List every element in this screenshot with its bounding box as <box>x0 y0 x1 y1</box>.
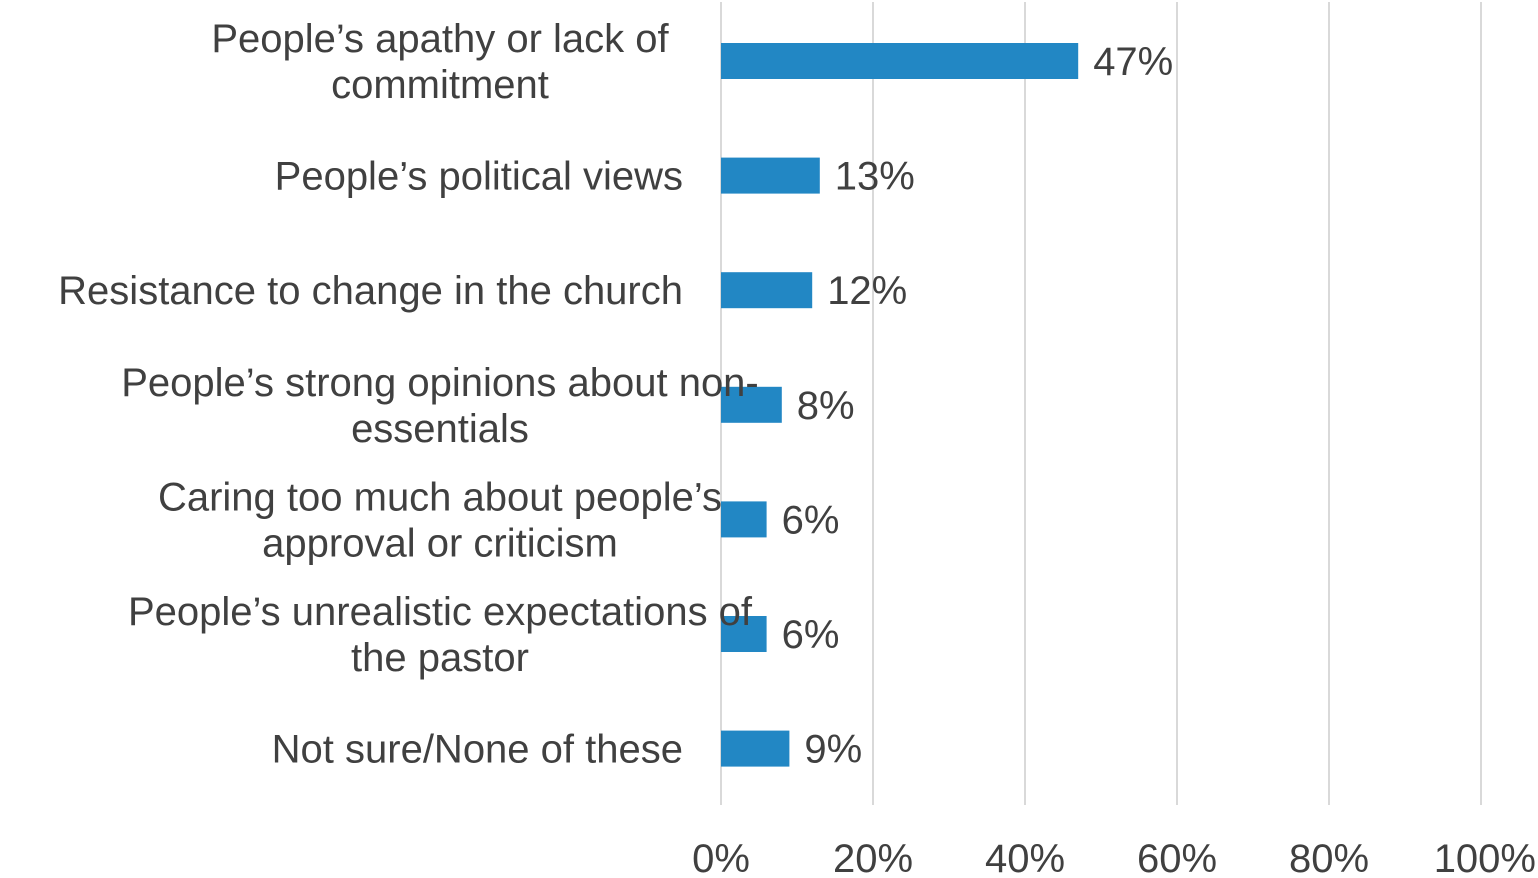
x-tick-label: 40% <box>985 837 1065 878</box>
x-tick-label: 20% <box>833 837 913 878</box>
data-label: 9% <box>804 728 862 772</box>
x-tick-label: 80% <box>1289 837 1369 878</box>
gridlines <box>720 2 1482 805</box>
x-axis-tick-labels: 0% 20% 40% 60% 80% 100% <box>692 837 1536 878</box>
x-tick-label: 0% <box>692 837 750 878</box>
category-label: People’s unrealistic expectations of <box>128 590 753 634</box>
bar <box>721 43 1079 79</box>
category-label: Caring too much about people’s <box>158 475 722 519</box>
bar <box>721 616 767 652</box>
category-label: Resistance to change in the church <box>58 269 683 313</box>
category-label: People’s apathy or lack of <box>211 17 669 61</box>
x-tick-label: 100% <box>1434 837 1536 878</box>
bar <box>721 501 767 538</box>
category-label: People’s strong opinions about non- <box>121 361 759 405</box>
bar <box>721 730 790 767</box>
category-label: the pastor <box>351 636 529 680</box>
data-label: 47% <box>1093 40 1173 84</box>
category-label: approval or criticism <box>262 521 618 565</box>
category-label: People’s political views <box>275 155 683 199</box>
data-label: 13% <box>835 155 915 199</box>
data-label: 6% <box>782 498 840 542</box>
category-label: Not sure/None of these <box>272 728 683 772</box>
bar <box>721 272 813 309</box>
bar <box>721 386 782 423</box>
x-tick-label: 60% <box>1137 837 1217 878</box>
data-label: 12% <box>827 269 907 313</box>
data-label: 6% <box>782 613 840 657</box>
data-label: 8% <box>797 384 855 428</box>
data-labels: 47% 13% 12% 8% 6% 6% 9% <box>782 40 1174 772</box>
bar <box>721 157 820 194</box>
category-label: essentials <box>351 407 529 451</box>
bars <box>721 43 1079 767</box>
category-label: commitment <box>331 63 549 107</box>
